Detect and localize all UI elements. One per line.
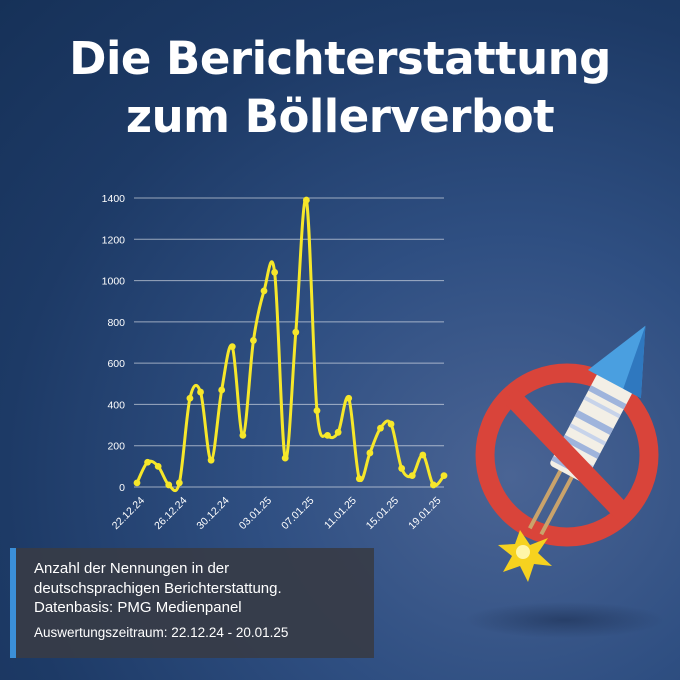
data-point [133, 479, 141, 487]
series-line [135, 197, 446, 493]
data-point [228, 343, 236, 351]
title-line-1: Die Berichterstattung [69, 32, 611, 85]
data-point [355, 475, 363, 483]
data-point [430, 481, 437, 489]
data-point [440, 472, 448, 480]
data-point [292, 328, 300, 336]
data-point [377, 424, 384, 432]
y-tick-label: 1000 [102, 276, 126, 288]
y-tick-label: 800 [107, 317, 125, 329]
data-point [207, 456, 215, 464]
data-point [239, 431, 247, 439]
info-box: Anzahl der Nennungen in der deutschsprac… [10, 548, 374, 658]
data-point [197, 388, 204, 396]
data-point [165, 481, 173, 489]
chart-grid [134, 197, 444, 488]
data-point [313, 407, 321, 415]
info-line-2: deutschsprachigen Berichterstattung. [34, 579, 282, 597]
data-point [154, 462, 162, 470]
page-title: Die Berichterstattung zum Böllerverbot [0, 30, 680, 146]
data-point [281, 454, 289, 462]
series-points [133, 196, 448, 489]
data-point [408, 472, 416, 480]
y-tick-label: 0 [119, 482, 125, 494]
y-axis-ticks: 0 200 400 600 800 1000 1200 1400 [102, 193, 126, 494]
data-point [345, 394, 353, 402]
y-tick-label: 1400 [102, 193, 126, 205]
y-tick-label: 1200 [102, 234, 126, 246]
data-point [366, 449, 374, 457]
y-tick-label: 200 [107, 441, 125, 453]
info-period: Auswertungszeitraum: 22.12.24 - 20.01.25 [34, 624, 289, 640]
data-point [260, 287, 268, 295]
info-description: Anzahl der Nennungen in der deutschsprac… [34, 559, 364, 618]
data-point [175, 479, 183, 487]
info-line-1: Anzahl der Nennungen in der [34, 560, 230, 577]
title-line-2: zum Böllerverbot [125, 90, 555, 143]
data-point [398, 465, 406, 472]
y-tick-label: 600 [107, 358, 125, 370]
data-point [271, 268, 279, 276]
data-point [302, 196, 310, 204]
data-point [250, 337, 257, 344]
data-point [387, 420, 395, 428]
data-point [186, 394, 194, 402]
info-line-3: Datenbasis: PMG Medienpanel [34, 599, 242, 616]
data-point [324, 431, 331, 439]
data-point [218, 386, 226, 394]
data-point [144, 458, 151, 466]
data-point [419, 451, 427, 459]
y-tick-label: 400 [107, 399, 125, 411]
data-point [334, 428, 342, 436]
